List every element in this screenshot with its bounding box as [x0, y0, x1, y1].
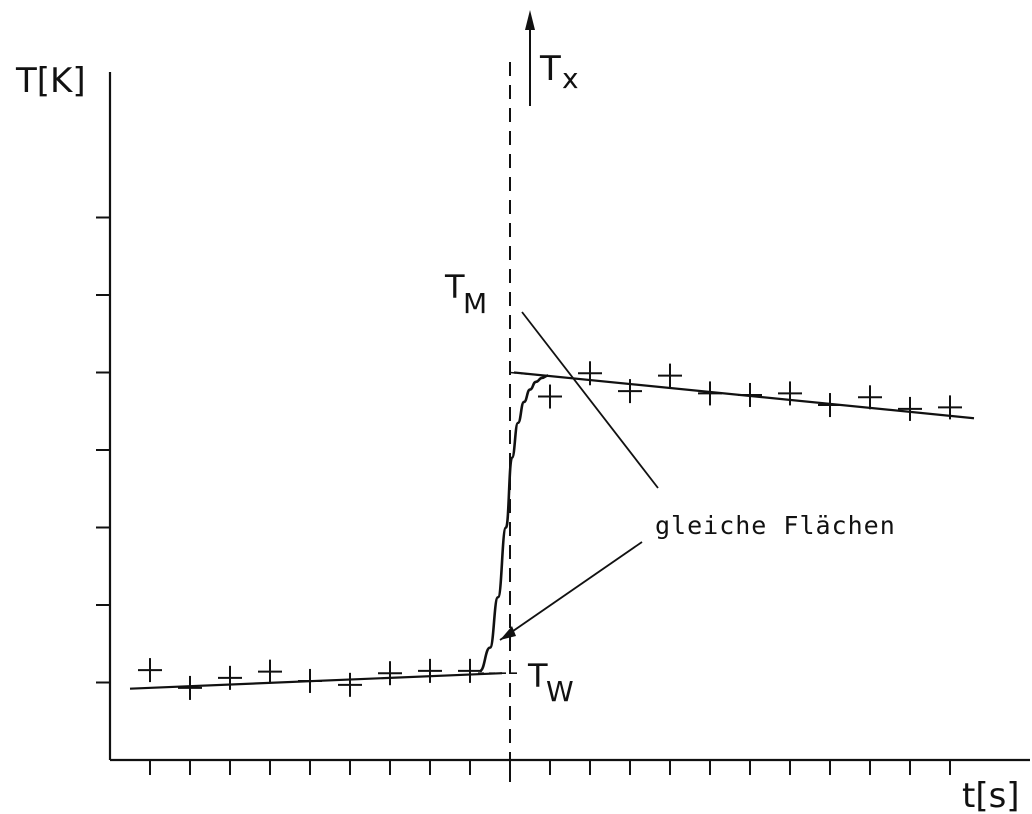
data-point — [458, 658, 482, 683]
x-axis-label: t[s] — [962, 776, 1020, 814]
plot-area — [129, 361, 975, 700]
data-point — [258, 659, 282, 684]
equal-areas-label: gleiche Flächen — [655, 511, 896, 540]
temperature-rise-curve — [479, 374, 549, 673]
data-point — [338, 672, 362, 697]
data-point — [178, 675, 202, 700]
y-axis-label: T[K] — [15, 61, 86, 101]
tm-label-subscript: M — [463, 287, 487, 320]
data-point — [858, 385, 882, 410]
data-point — [218, 665, 242, 690]
pointer-line-lower — [499, 541, 643, 641]
after-period-line — [513, 371, 975, 420]
data-point — [578, 361, 602, 386]
data-point — [658, 363, 682, 388]
data-point — [538, 384, 562, 409]
data-point — [138, 658, 162, 683]
data-point — [778, 381, 802, 406]
x-ticks — [149, 760, 951, 775]
data-point — [898, 396, 922, 421]
data-point — [418, 658, 442, 683]
pointer-arrowhead — [500, 626, 516, 640]
data-point — [378, 661, 402, 686]
tx-label: T — [539, 49, 561, 89]
tw-label: T — [527, 657, 548, 695]
tx-label-subscript: x — [562, 62, 579, 95]
tm-label: T — [444, 268, 465, 306]
pointer-line-upper — [521, 311, 659, 489]
tx-arrowhead — [525, 10, 535, 30]
y-ticks — [96, 216, 110, 684]
fore-period-line — [129, 672, 503, 690]
tw-label-subscript: W — [546, 675, 574, 708]
